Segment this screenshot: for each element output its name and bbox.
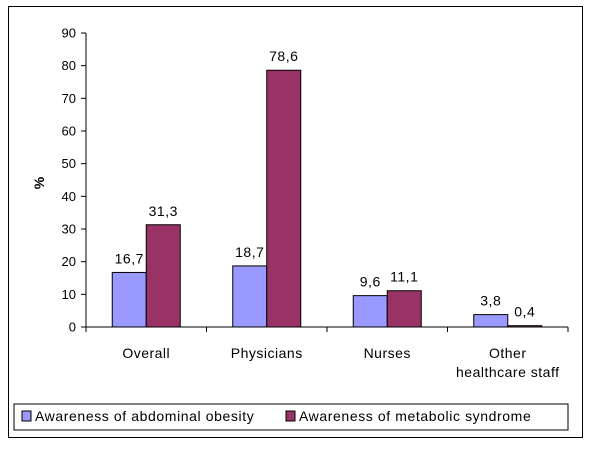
data-label: 31,3 (149, 203, 178, 219)
y-tick-label: 70 (62, 91, 76, 106)
bar (266, 69, 302, 328)
y-tick-label: 40 (62, 189, 76, 204)
y-axis-label: % (31, 176, 47, 189)
legend-label: Awareness of abdominal obesity (35, 408, 254, 424)
data-label: 78,6 (269, 48, 298, 64)
category-label: healthcare staff (456, 364, 559, 380)
legend-swatch (285, 410, 296, 422)
data-label: 0,4 (514, 304, 535, 320)
y-tick-label: 20 (62, 254, 76, 269)
category-label: Physicians (231, 345, 303, 361)
category-label: Nurses (364, 345, 411, 361)
y-tick-label: 90 (62, 26, 76, 41)
bar (352, 295, 388, 328)
category-label: Overall (122, 345, 170, 361)
legend-label: Awareness of metabolic syndrome (299, 408, 531, 424)
legend-swatch (21, 410, 32, 422)
category-label: Other (489, 345, 527, 361)
y-tick-label: 50 (62, 156, 76, 171)
category-labels: Overall Physicians Nurses Other healthcare s… (122, 345, 559, 380)
bar (111, 271, 147, 328)
bars (111, 69, 543, 328)
data-label: 18,7 (235, 244, 264, 260)
y-tick-label: 60 (62, 124, 76, 139)
data-label: 11,1 (390, 269, 418, 285)
data-label: 9,6 (360, 274, 381, 290)
bar (473, 314, 509, 328)
data-label: 16,7 (115, 250, 144, 266)
bar (386, 290, 422, 328)
legend: Awareness of abdominal obesity Awareness … (13, 403, 569, 431)
y-tick-label: 30 (62, 222, 76, 237)
bar (145, 224, 181, 328)
y-tick-label: 0 (69, 320, 76, 335)
y-tick-label: 10 (62, 287, 76, 302)
data-labels: 16,7 31,3 18,7 78,6 9,6 11,1 3,8 0,4 (115, 48, 535, 320)
bar (232, 265, 268, 328)
y-tick-label: 80 (62, 58, 76, 73)
data-label: 3,8 (480, 293, 501, 309)
bar (507, 325, 543, 328)
